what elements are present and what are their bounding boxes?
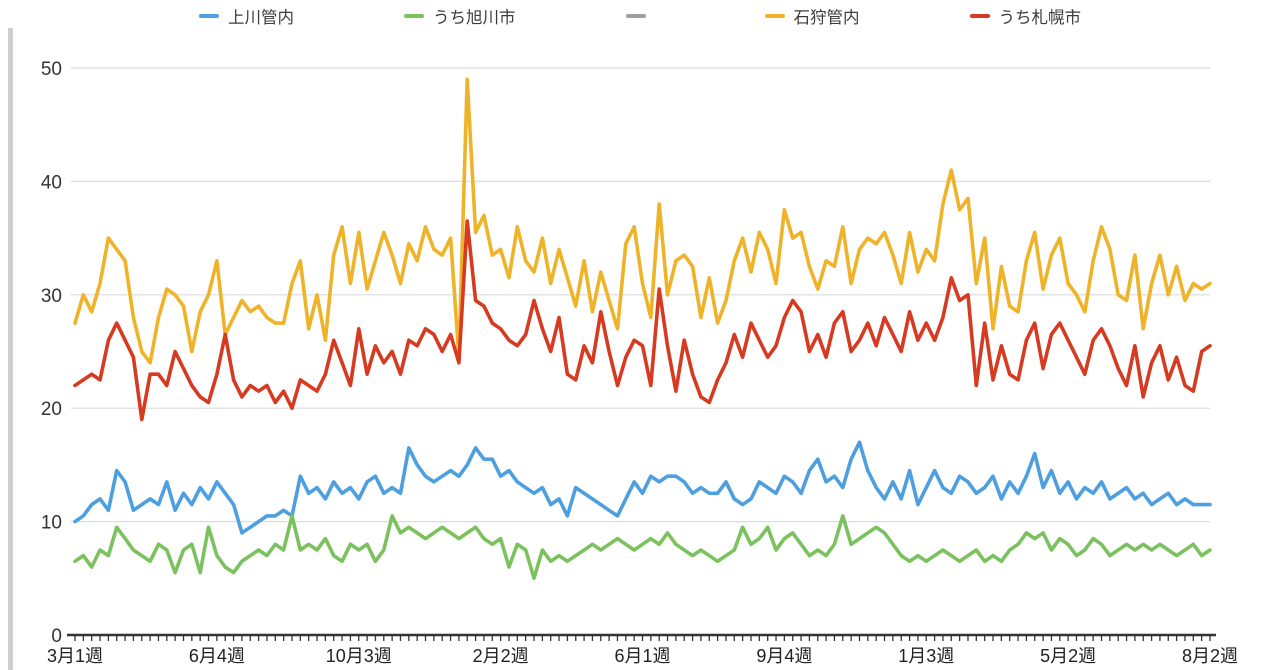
legend-dash-icon (764, 14, 785, 18)
y-axis-tick-label: 20 (41, 399, 62, 420)
series-line-4 (73, 219, 1212, 422)
legend-dash-icon (404, 14, 424, 18)
legend-dash-icon (625, 14, 646, 18)
x-axis-tick-label: 10月3週 (326, 646, 392, 666)
line-chart: 0 10 20 30 40 50 3月1週 6月4週 10月3週 2月2週 6月1週 9月4週 1月3週… (41, 59, 1238, 666)
legend-item-kamikawa[interactable]: 上川管内 (199, 4, 294, 28)
y-axis-tick-label: 40 (41, 172, 62, 193)
y-axis-tick-label: 50 (41, 59, 62, 80)
y-axis-tick-label: 0 (51, 626, 62, 647)
legend-item-unnamed[interactable] (625, 14, 655, 18)
y-axis-tick-label: 30 (41, 286, 62, 307)
chart-legend: 上川管内 うち旭川市 石狩管内 うち札幌市 (0, 4, 1280, 28)
y-axis-tick-label: 10 (41, 513, 62, 534)
legend-label: 上川管内 (228, 9, 294, 27)
x-axis-tick-label: 6月4週 (189, 646, 245, 666)
legend-item-sapporo[interactable]: うち札幌市 (969, 4, 1082, 28)
x-axis-tick-label: 2月2週 (473, 646, 529, 666)
legend-label: うち札幌市 (998, 9, 1082, 27)
legend-item-asahikawa[interactable]: うち旭川市 (404, 4, 516, 28)
legend-dash-icon (199, 14, 219, 18)
x-axis-tick-label: 3月1週 (47, 646, 103, 666)
series-line-0 (73, 440, 1212, 535)
legend-label: うち旭川市 (433, 9, 516, 27)
series-line-3 (73, 77, 1212, 365)
legend-label: 石狩管内 (793, 9, 860, 27)
x-axis-tick-label: 1月3週 (898, 646, 954, 666)
left-border-strip (8, 28, 13, 670)
series-line-1 (73, 514, 1212, 581)
legend-dash-icon (969, 14, 990, 18)
legend-item-ishikari[interactable]: 石狩管内 (764, 4, 860, 28)
x-axis-tick-label: 8月2週 (1182, 646, 1238, 666)
x-axis-tick-label: 9月4週 (756, 646, 812, 666)
x-axis-tick-label: 6月1週 (614, 646, 670, 666)
x-axis-tick-label: 5月2週 (1040, 646, 1096, 666)
